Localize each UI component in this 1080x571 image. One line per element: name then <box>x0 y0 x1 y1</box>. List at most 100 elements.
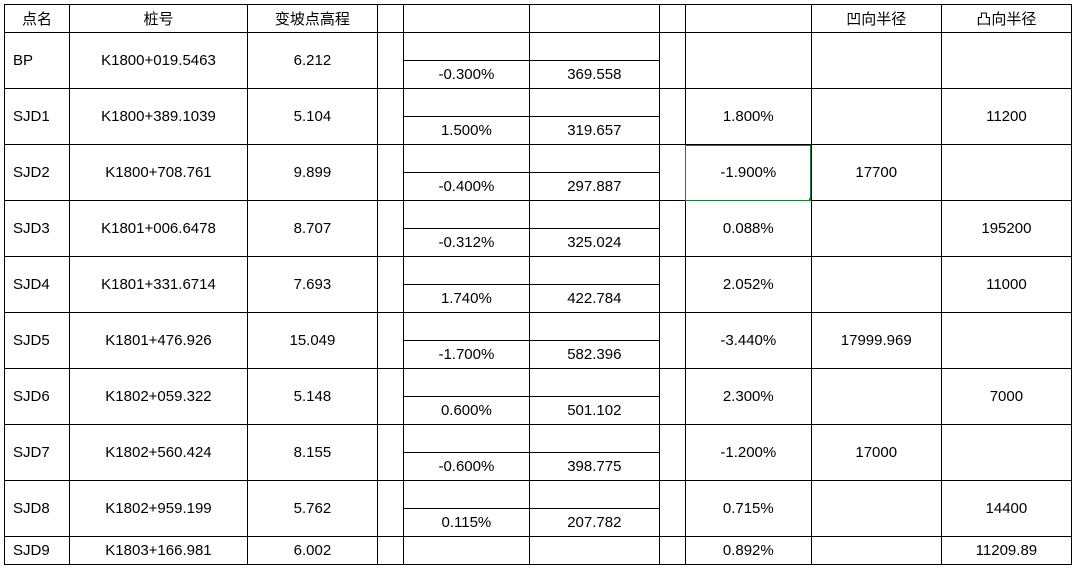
table-cell[interactable]: SJD1 <box>5 89 70 145</box>
table-cell[interactable] <box>529 33 659 61</box>
table-cell[interactable]: 207.782 <box>529 509 659 537</box>
table-cell[interactable] <box>529 537 659 565</box>
table-cell[interactable] <box>685 33 811 89</box>
table-cell[interactable] <box>659 33 685 89</box>
table-cell[interactable]: 1.740% <box>404 285 530 313</box>
table-cell[interactable] <box>404 369 530 397</box>
table-cell[interactable]: K1803+166.981 <box>70 537 248 565</box>
table-cell[interactable] <box>404 89 530 117</box>
table-cell[interactable]: SJD2 <box>5 145 70 201</box>
table-cell[interactable]: K1800+389.1039 <box>70 89 248 145</box>
table-cell[interactable]: -1.900% <box>685 145 811 201</box>
table-cell[interactable]: -1.700% <box>404 341 530 369</box>
table-cell[interactable] <box>377 89 403 145</box>
table-cell[interactable] <box>377 425 403 481</box>
table-cell[interactable]: 1.500% <box>404 117 530 145</box>
table-cell[interactable]: 11000 <box>941 257 1071 313</box>
table-cell[interactable] <box>811 369 941 425</box>
table-cell[interactable]: SJD6 <box>5 369 70 425</box>
table-cell[interactable] <box>377 481 403 537</box>
table-cell[interactable] <box>404 313 530 341</box>
table-cell[interactable]: 9.899 <box>247 145 377 201</box>
table-cell[interactable]: SJD8 <box>5 481 70 537</box>
table-cell[interactable] <box>529 369 659 397</box>
table-cell[interactable]: 5.104 <box>247 89 377 145</box>
table-cell[interactable] <box>659 425 685 481</box>
table-cell[interactable] <box>529 481 659 509</box>
table-cell[interactable]: -0.300% <box>404 61 530 89</box>
table-cell[interactable]: BP <box>5 33 70 89</box>
table-cell[interactable]: 1.800% <box>685 89 811 145</box>
table-cell[interactable]: 422.784 <box>529 285 659 313</box>
table-cell[interactable]: K1802+059.322 <box>70 369 248 425</box>
table-cell[interactable]: 6.002 <box>247 537 377 565</box>
table-cell[interactable]: SJD3 <box>5 201 70 257</box>
table-cell[interactable]: 319.657 <box>529 117 659 145</box>
table-cell[interactable]: 2.300% <box>685 369 811 425</box>
table-cell[interactable]: 297.887 <box>529 173 659 201</box>
table-cell[interactable] <box>659 537 685 565</box>
table-cell[interactable]: SJD5 <box>5 313 70 369</box>
table-cell[interactable]: 7.693 <box>247 257 377 313</box>
table-cell[interactable] <box>377 369 403 425</box>
table-cell[interactable]: K1800+708.761 <box>70 145 248 201</box>
table-cell[interactable] <box>941 33 1071 89</box>
table-cell[interactable] <box>529 201 659 229</box>
table-cell[interactable]: 7000 <box>941 369 1071 425</box>
table-cell[interactable]: -1.200% <box>685 425 811 481</box>
table-cell[interactable] <box>404 201 530 229</box>
table-cell[interactable]: 8.707 <box>247 201 377 257</box>
table-cell[interactable]: 17700 <box>811 145 941 201</box>
table-cell[interactable]: 2.052% <box>685 257 811 313</box>
table-cell[interactable]: 15.049 <box>247 313 377 369</box>
table-cell[interactable]: 582.396 <box>529 341 659 369</box>
table-cell[interactable]: 11209.89 <box>941 537 1071 565</box>
table-cell[interactable] <box>529 425 659 453</box>
table-cell[interactable] <box>529 89 659 117</box>
table-cell[interactable]: 8.155 <box>247 425 377 481</box>
table-cell[interactable] <box>941 425 1071 481</box>
table-cell[interactable]: 6.212 <box>247 33 377 89</box>
table-cell[interactable]: SJD7 <box>5 425 70 481</box>
table-cell[interactable] <box>404 145 530 173</box>
table-cell[interactable] <box>404 33 530 61</box>
table-cell[interactable] <box>811 537 941 565</box>
table-cell[interactable] <box>377 33 403 89</box>
table-cell[interactable] <box>377 145 403 201</box>
table-cell[interactable] <box>659 201 685 257</box>
table-cell[interactable] <box>377 537 403 565</box>
table-cell[interactable]: 5.148 <box>247 369 377 425</box>
table-cell[interactable]: 17999.969 <box>811 313 941 369</box>
table-cell[interactable] <box>404 537 530 565</box>
table-cell[interactable] <box>941 145 1071 201</box>
table-cell[interactable] <box>659 313 685 369</box>
table-cell[interactable] <box>811 481 941 537</box>
table-cell[interactable]: -0.400% <box>404 173 530 201</box>
table-cell[interactable]: 17000 <box>811 425 941 481</box>
table-cell[interactable] <box>377 201 403 257</box>
table-cell[interactable]: SJD4 <box>5 257 70 313</box>
table-cell[interactable] <box>811 33 941 89</box>
table-cell[interactable]: SJD9 <box>5 537 70 565</box>
table-cell[interactable]: -0.312% <box>404 229 530 257</box>
table-cell[interactable]: 0.892% <box>685 537 811 565</box>
table-cell[interactable] <box>659 257 685 313</box>
table-cell[interactable] <box>404 481 530 509</box>
table-cell[interactable]: 398.775 <box>529 453 659 481</box>
table-cell[interactable]: 5.762 <box>247 481 377 537</box>
table-cell[interactable]: 11200 <box>941 89 1071 145</box>
table-cell[interactable] <box>659 89 685 145</box>
table-cell[interactable]: 325.024 <box>529 229 659 257</box>
table-cell[interactable] <box>811 257 941 313</box>
table-cell[interactable] <box>941 313 1071 369</box>
table-cell[interactable] <box>377 313 403 369</box>
table-cell[interactable]: 0.600% <box>404 397 530 425</box>
table-cell[interactable]: K1801+006.6478 <box>70 201 248 257</box>
table-cell[interactable] <box>659 481 685 537</box>
table-cell[interactable]: 501.102 <box>529 397 659 425</box>
table-cell[interactable]: K1800+019.5463 <box>70 33 248 89</box>
table-cell[interactable] <box>811 89 941 145</box>
table-cell[interactable] <box>811 201 941 257</box>
table-cell[interactable] <box>377 257 403 313</box>
table-cell[interactable]: 0.115% <box>404 509 530 537</box>
